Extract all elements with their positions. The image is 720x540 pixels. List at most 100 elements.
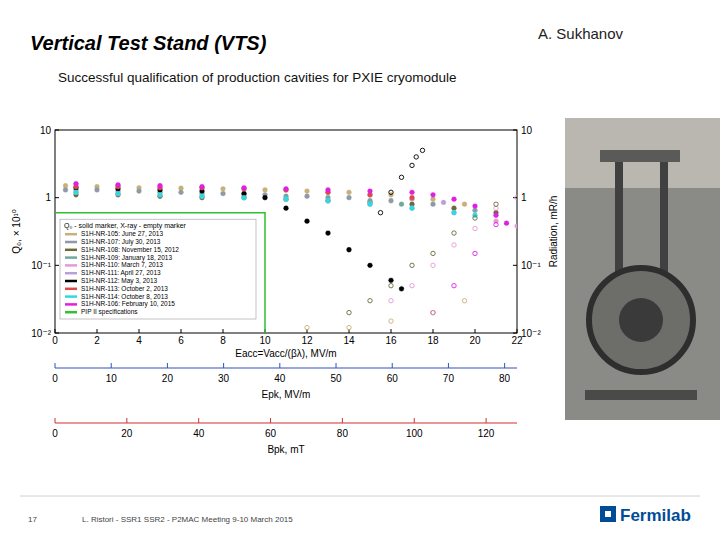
logo: Fermilab (600, 506, 691, 525)
q0-point (116, 182, 121, 187)
x-tick-label: 4 (136, 335, 142, 346)
legend-swatch (65, 241, 77, 244)
legend-box (60, 219, 256, 319)
legend-swatch (65, 249, 77, 252)
q0-point (462, 202, 467, 207)
radiation-point (494, 222, 498, 226)
q0-point (452, 210, 457, 215)
x-tick-label: 12 (301, 335, 313, 346)
radiation-point (494, 202, 498, 206)
q0-point (116, 183, 121, 188)
legend-label: S1H-NR-105: June 27, 2013 (81, 230, 163, 237)
q0-point (326, 231, 331, 236)
y-tick-label: 1 (45, 192, 51, 203)
q0-point (347, 195, 352, 200)
x-tick (517, 329, 518, 333)
y-tick-label: 10⁻¹ (31, 260, 51, 271)
legend-title: Q₀ - solid marker, X-ray - empty marker (64, 222, 187, 230)
q0-point (63, 188, 68, 193)
x-tick (342, 418, 343, 423)
q0-point (431, 197, 436, 202)
chart: 024681012141618202210⁻²10⁻¹11010⁻²10⁻¹11… (11, 125, 559, 360)
x-tick-label: 0 (52, 335, 58, 346)
q0-point (504, 221, 509, 226)
x-tick (433, 329, 434, 333)
radiation-point (515, 195, 517, 199)
legend-label: S1H-NR-109: January 18, 2013 (81, 254, 172, 262)
q0-point (158, 192, 163, 197)
radiation-point (389, 190, 393, 194)
x-tick-label: 70 (443, 373, 455, 384)
q0-point (410, 206, 415, 211)
x-tick (139, 329, 140, 333)
y2-tick-label: 10⁻¹ (521, 260, 541, 271)
legend-swatch (65, 272, 77, 275)
radiation-point (431, 310, 435, 314)
photo-top (565, 118, 720, 188)
q0-point (347, 190, 352, 195)
q0-point (452, 197, 457, 202)
x-tick (486, 418, 487, 423)
y-tick (55, 333, 59, 334)
q0-point (326, 198, 331, 203)
q0-point (305, 189, 310, 194)
q0-point (399, 202, 404, 207)
q0-point (242, 195, 247, 200)
x-tick (392, 363, 393, 368)
page-number: 17 (28, 515, 37, 524)
x-tick (336, 363, 337, 368)
radiation-point (368, 299, 372, 303)
x-tick-label: 60 (265, 428, 277, 439)
x-tick-label: 20 (469, 335, 481, 346)
q0-point (494, 213, 499, 218)
x-tick-label: 2 (94, 335, 100, 346)
legend-swatch (65, 280, 77, 283)
footer-text: L. Ristori - SSR1 SSR2 - P2MAC Meeting 9… (82, 515, 293, 524)
radiation-point (473, 251, 477, 255)
x-tick-label: 18 (427, 335, 439, 346)
q0-point (158, 183, 163, 188)
axis-line (55, 367, 517, 368)
radiation-point (420, 148, 424, 152)
x-tick (223, 363, 224, 368)
q0-point (431, 192, 436, 197)
x-tick (270, 418, 271, 423)
q0-point (263, 188, 268, 193)
q0-point (368, 263, 373, 268)
radiation-point (389, 284, 393, 288)
x-tick-label: 120 (478, 428, 495, 439)
y2-axis-label: Radiation, mR/h (548, 196, 559, 268)
x-tick-label: 16 (385, 335, 397, 346)
radiation-point (452, 284, 456, 288)
x-tick (391, 329, 392, 333)
q0-point (389, 278, 394, 283)
q0-point (221, 186, 226, 191)
q0-point (473, 204, 478, 209)
q0-point (200, 184, 205, 189)
radiation-point (410, 284, 414, 288)
series-line (55, 213, 265, 333)
x-tick-label: 8 (220, 335, 226, 346)
legend-swatch (65, 233, 77, 236)
q0-point (410, 190, 415, 195)
x-tick (126, 418, 127, 423)
q0-point (74, 190, 79, 195)
radiation-point (414, 155, 418, 159)
q0-point (515, 224, 517, 229)
secondary-axis: 01020304050607080Epk, MV/m (52, 363, 517, 400)
q0-point (305, 219, 310, 224)
x-tick-label: 80 (337, 428, 349, 439)
q0-point (326, 188, 331, 193)
x-tick (448, 363, 449, 368)
radiation-point (378, 210, 382, 214)
q0-point (305, 194, 310, 199)
q0-point (137, 189, 142, 194)
radiation-point (410, 263, 414, 267)
photo-cavity (589, 268, 693, 372)
q0-point (368, 189, 373, 194)
legend-swatch (65, 256, 77, 259)
radiation-point (431, 310, 435, 314)
q0-point (326, 198, 331, 203)
radiation-point (452, 243, 456, 247)
footer-rule (20, 496, 700, 497)
